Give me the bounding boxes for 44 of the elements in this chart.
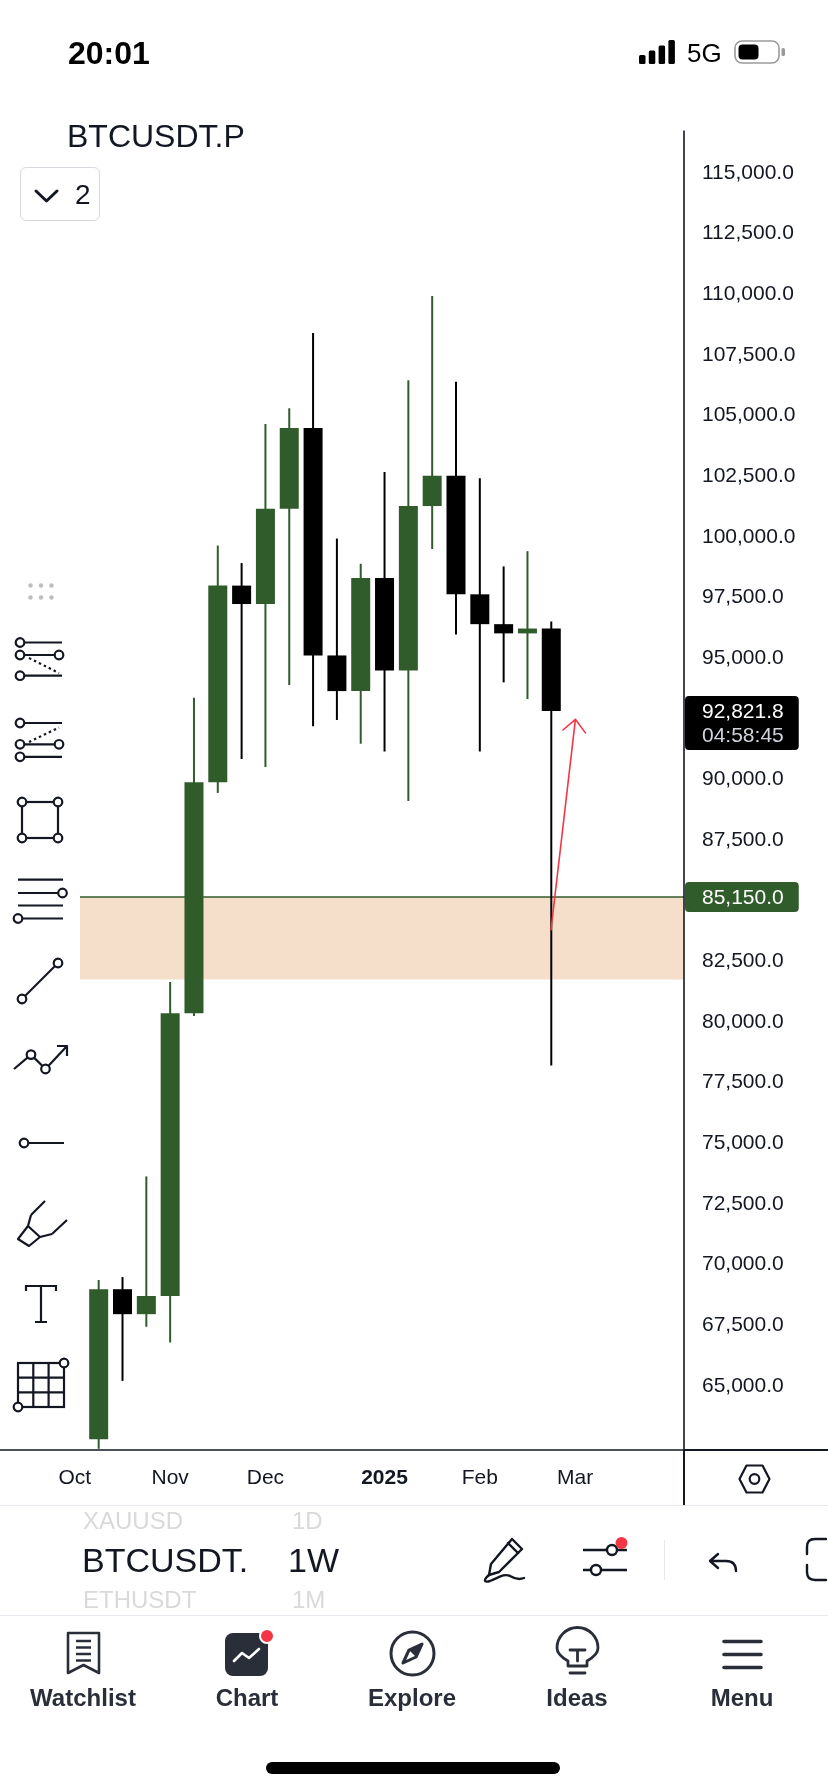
- y-tick-label: 70,000.0: [702, 1251, 784, 1275]
- y-tick-label: 112,500.0: [702, 220, 794, 244]
- candlestick: [494, 565, 514, 684]
- y-tick-label: 97,500.0: [702, 584, 784, 608]
- text: BTCUSDT.: [82, 1541, 249, 1579]
- text: Menu: [710, 1684, 774, 1711]
- y-tick-label: 77,500.0: [702, 1069, 784, 1093]
- text: 1W: [288, 1541, 339, 1579]
- x-tick-label: Oct: [58, 1465, 92, 1489]
- y-tick-label: 65,000.0: [702, 1372, 784, 1396]
- x-tick-label: Mar: [557, 1465, 594, 1489]
- annotation: 2: [75, 179, 91, 210]
- y-tick-label: 115,000.0: [702, 159, 794, 183]
- x-tick-label: Dec: [246, 1465, 285, 1489]
- x-tick-label: Nov: [151, 1465, 190, 1489]
- y-tick-label: 67,500.0: [702, 1311, 784, 1335]
- text: Ideas: [546, 1684, 608, 1711]
- candlestick: [232, 562, 252, 761]
- y-tick-label: 107,500.0: [702, 341, 796, 365]
- y-tick-label: 80,000.0: [702, 1008, 784, 1032]
- y-tick-label: 72,500.0: [702, 1190, 784, 1214]
- y-tick-label: 100,000.0: [702, 523, 796, 547]
- text: Chart: [215, 1684, 279, 1711]
- y-tick-label: 95,000.0: [702, 644, 784, 668]
- candlestick: [470, 477, 490, 753]
- text: 92,821.8: [702, 698, 784, 722]
- text: Explore: [367, 1684, 457, 1711]
- text: 5G: [687, 38, 722, 68]
- x-tick-label: 2025: [361, 1465, 409, 1489]
- y-tick-label: 102,500.0: [702, 463, 796, 487]
- y-tick-label: 90,000.0: [702, 766, 784, 790]
- text: 20:01: [68, 35, 150, 71]
- candlestick: [136, 1175, 156, 1328]
- chart-title: BTCUSDT.P: [67, 118, 245, 154]
- y-tick-label: 82,500.0: [702, 948, 784, 972]
- y-tick-label: 87,500.0: [702, 826, 784, 850]
- y-tick-label: 75,000.0: [702, 1129, 784, 1153]
- text: Watchlist: [30, 1684, 136, 1711]
- ref-line-label: 85,150.0: [702, 884, 784, 908]
- x-tick-label: Feb: [461, 1465, 498, 1489]
- text: 04:58:45: [702, 722, 784, 746]
- y-tick-label: 110,000.0: [702, 281, 794, 305]
- y-tick-label: 105,000.0: [702, 402, 796, 426]
- candlestick: [422, 295, 442, 550]
